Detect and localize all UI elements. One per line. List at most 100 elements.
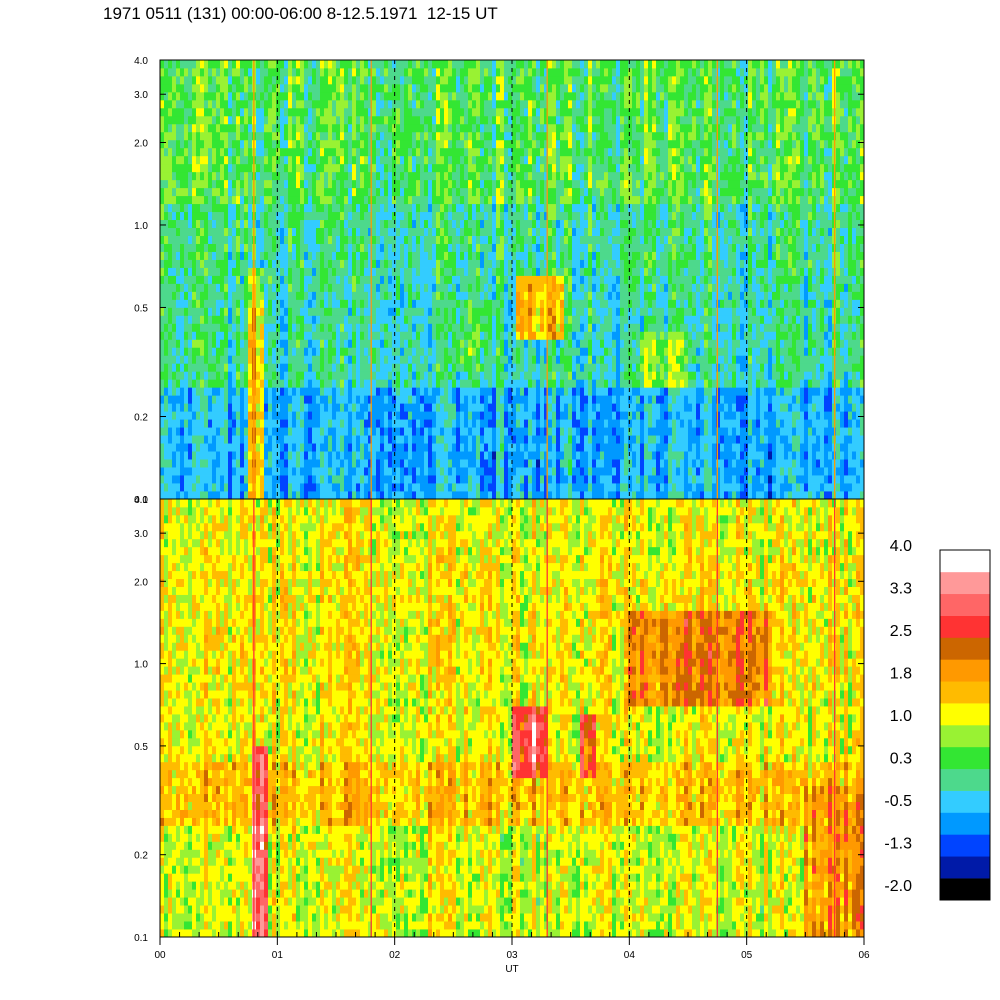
heatmap-cell — [248, 171, 253, 181]
heatmap-cell — [312, 491, 317, 500]
heatmap-cell — [460, 235, 465, 244]
heatmap-cell — [228, 419, 233, 428]
heatmap-cell — [400, 107, 405, 117]
heatmap-cell — [428, 331, 433, 340]
heatmap-cell — [472, 139, 477, 149]
heatmap-cell — [352, 179, 357, 189]
heatmap-cell — [196, 331, 201, 340]
heatmap-cell — [520, 411, 525, 420]
heatmap-cell — [196, 363, 201, 372]
heatmap-cell — [340, 443, 345, 452]
heatmap-cell — [464, 387, 469, 396]
heatmap-cell — [360, 99, 365, 109]
heatmap-cell — [424, 211, 429, 221]
heatmap-cell — [220, 315, 225, 324]
heatmap-cell — [292, 299, 297, 308]
heatmap-cell — [188, 75, 193, 85]
heatmap-cell — [340, 395, 345, 404]
heatmap-cell — [460, 75, 465, 85]
heatmap-cell — [256, 483, 261, 492]
heatmap-cell — [380, 371, 385, 380]
heatmap-cell — [512, 235, 517, 244]
heatmap-cell — [368, 363, 373, 372]
heatmap-cell — [472, 491, 477, 500]
heatmap-cell — [192, 379, 197, 388]
heatmap-cell — [384, 267, 389, 276]
heatmap-cell — [216, 60, 221, 69]
heatmap-cell — [228, 203, 233, 213]
heatmap-cell — [512, 227, 517, 236]
heatmap-cell — [248, 275, 253, 284]
heatmap-cell — [256, 91, 261, 101]
heatmap-cell — [512, 283, 517, 292]
heatmap-cell — [308, 259, 313, 268]
heatmap-cell — [240, 60, 245, 69]
heatmap-cell — [332, 99, 337, 109]
heatmap-cell — [464, 91, 469, 101]
heatmap-cell — [488, 219, 493, 229]
heatmap-cell — [476, 435, 481, 444]
heatmap-cell — [492, 83, 497, 93]
heatmap-cell — [340, 195, 345, 205]
heatmap-cell — [280, 323, 285, 332]
heatmap-cell — [476, 459, 481, 468]
heatmap-cell — [192, 131, 197, 141]
heatmap-cell — [444, 219, 449, 229]
heatmap-cell — [324, 419, 329, 428]
heatmap-cell — [416, 219, 421, 229]
heatmap-cell — [472, 211, 477, 221]
heatmap-cell — [224, 203, 229, 213]
heatmap-cell — [292, 459, 297, 468]
heatmap-cell — [344, 347, 349, 356]
heatmap-cell — [488, 139, 493, 149]
heatmap-cell — [332, 467, 337, 476]
heatmap-cell — [288, 227, 293, 236]
heatmap-cell — [452, 459, 457, 468]
heatmap-cell — [420, 371, 425, 380]
heatmap-cell — [164, 123, 169, 133]
heatmap-cell — [176, 67, 181, 77]
heatmap-cell — [432, 60, 437, 69]
heatmap-cell — [424, 131, 429, 141]
heatmap-cell — [504, 387, 509, 396]
heatmap-cell — [452, 483, 457, 492]
heatmap-cell — [356, 219, 361, 229]
heatmap-cell — [324, 339, 329, 348]
heatmap-cell — [448, 291, 453, 300]
heatmap-cell — [296, 171, 301, 181]
heatmap-cell — [516, 123, 521, 133]
heatmap-cell — [248, 387, 253, 396]
heatmap-cell — [208, 443, 213, 452]
heatmap-cell — [228, 307, 233, 316]
heatmap-cell — [232, 115, 237, 125]
heatmap-cell — [468, 243, 473, 252]
heatmap-cell — [356, 211, 361, 221]
heatmap-cell — [196, 115, 201, 125]
heatmap-cell — [220, 467, 225, 476]
heatmap-cell — [492, 299, 497, 308]
heatmap-cell — [332, 107, 337, 117]
heatmap-cell — [400, 235, 405, 244]
heatmap-cell — [376, 379, 381, 388]
heatmap-cell — [176, 139, 181, 149]
heatmap-cell — [324, 443, 329, 452]
heatmap-cell — [196, 299, 201, 308]
heatmap-cell — [336, 315, 341, 324]
heatmap-cell — [264, 179, 269, 189]
heatmap-cell — [520, 203, 525, 213]
heatmap-cell — [280, 139, 285, 149]
heatmap-cell — [188, 179, 193, 189]
heatmap-cell — [376, 227, 381, 236]
heatmap-cell — [172, 483, 177, 492]
heatmap-cell — [440, 203, 445, 213]
heatmap-cell — [456, 203, 461, 213]
heatmap-cell — [204, 75, 209, 85]
heatmap-cell — [320, 155, 325, 165]
heatmap-cell — [396, 267, 401, 276]
heatmap-cell — [260, 315, 265, 324]
heatmap-cell — [364, 323, 369, 332]
heatmap-cell — [440, 467, 445, 476]
heatmap-cell — [320, 491, 325, 500]
heatmap-cell — [260, 395, 265, 404]
heatmap-cell — [336, 60, 341, 69]
